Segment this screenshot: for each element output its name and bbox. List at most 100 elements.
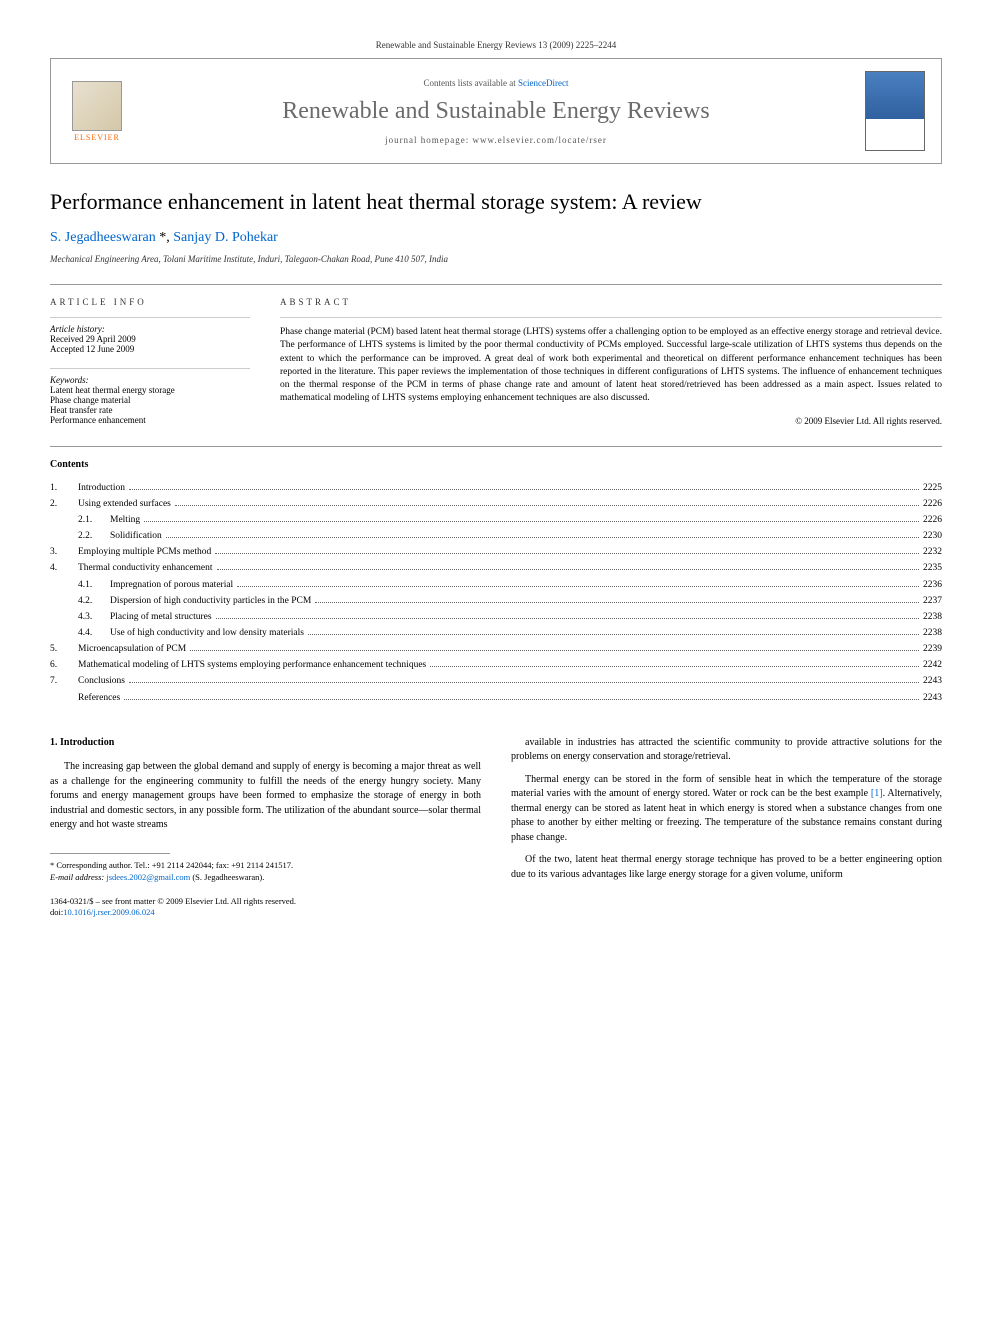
header-center: Contents lists available at ScienceDirec…	[143, 78, 849, 145]
toc-label: Mathematical modeling of LHTS systems em…	[78, 657, 426, 673]
received-date: Received 29 April 2009	[50, 334, 136, 344]
keywords-block: Keywords: Latent heat thermal energy sto…	[50, 368, 250, 425]
doi-prefix: doi:	[50, 907, 63, 917]
toc-dots	[308, 634, 919, 635]
page-container: Renewable and Sustainable Energy Reviews…	[0, 0, 992, 959]
corresponding-text: * Corresponding author. Tel.: +91 2114 2…	[50, 860, 293, 870]
toc-num: 2.	[50, 496, 78, 512]
toc-num: 6.	[50, 657, 78, 673]
toc-row: 4.2.Dispersion of high conductivity part…	[50, 593, 942, 609]
table-of-contents: 1.Introduction22252.Using extended surfa…	[50, 480, 942, 706]
toc-label: Introduction	[78, 480, 125, 496]
contents-available-line: Contents lists available at ScienceDirec…	[143, 78, 849, 88]
reference-link-1[interactable]: [1]	[871, 788, 883, 799]
toc-subnum: 4.2.	[78, 593, 110, 609]
toc-row: 4.Thermal conductivity enhancement2235	[50, 560, 942, 576]
issn-line: 1364-0321/$ – see front matter © 2009 El…	[50, 896, 296, 906]
toc-num: 3.	[50, 544, 78, 560]
journal-cover-thumbnail	[865, 71, 925, 151]
toc-page: 2242	[923, 657, 942, 673]
toc-page: 2238	[923, 609, 942, 625]
corresponding-marker: *	[156, 230, 167, 245]
email-link[interactable]: jsdees.2002@gmail.com	[106, 872, 190, 882]
elsevier-logo: ELSEVIER	[67, 76, 127, 146]
toc-page: 2237	[923, 593, 942, 609]
doi-link[interactable]: 10.1016/j.rser.2009.06.024	[63, 907, 154, 917]
toc-page: 2243	[923, 673, 942, 689]
homepage-prefix: journal homepage:	[385, 135, 472, 145]
author-1[interactable]: S. Jegadheeswaran	[50, 230, 156, 245]
elsevier-tree-icon	[72, 81, 122, 131]
contents-prefix: Contents lists available at	[424, 78, 518, 88]
article-title: Performance enhancement in latent heat t…	[50, 189, 942, 215]
left-column: 1. Introduction The increasing gap betwe…	[50, 736, 481, 920]
footer-block: 1364-0321/$ – see front matter © 2009 El…	[50, 896, 481, 920]
toc-page: 2226	[923, 512, 942, 528]
col2-paragraph-2: Thermal energy can be stored in the form…	[511, 773, 942, 846]
toc-dots	[175, 505, 919, 506]
toc-subnum: 2.2.	[78, 528, 110, 544]
toc-row: 6.Mathematical modeling of LHTS systems …	[50, 657, 942, 673]
toc-label: Melting	[110, 512, 140, 528]
toc-label: Impregnation of porous material	[110, 577, 233, 593]
toc-num: 7.	[50, 673, 78, 689]
toc-page: 2243	[923, 690, 942, 706]
abstract-text: Phase change material (PCM) based latent…	[280, 317, 942, 406]
toc-page: 2236	[923, 577, 942, 593]
toc-dots	[129, 682, 919, 683]
keyword-2: Phase change material	[50, 395, 130, 405]
article-info-column: ARTICLE INFO Article history: Received 2…	[50, 297, 250, 426]
article-info-heading: ARTICLE INFO	[50, 297, 250, 307]
journal-header-box: ELSEVIER Contents lists available at Sci…	[50, 58, 942, 164]
toc-row: References 2243	[50, 690, 942, 706]
author-2[interactable]: Sanjay D. Pohekar	[173, 230, 278, 245]
toc-dots	[144, 521, 919, 522]
journal-homepage: journal homepage: www.elsevier.com/locat…	[143, 135, 849, 145]
toc-page: 2239	[923, 641, 942, 657]
toc-row: 3.Employing multiple PCMs method 2232	[50, 544, 942, 560]
accepted-date: Accepted 12 June 2009	[50, 344, 134, 354]
sciencedirect-link[interactable]: ScienceDirect	[518, 78, 568, 88]
toc-subnum: 4.1.	[78, 577, 110, 593]
col2-paragraph-3: Of the two, latent heat thermal energy s…	[511, 853, 942, 882]
citation-header: Renewable and Sustainable Energy Reviews…	[50, 40, 942, 50]
affiliation: Mechanical Engineering Area, Tolani Mari…	[50, 254, 942, 264]
email-label: E-mail address:	[50, 872, 104, 882]
toc-label: Conclusions	[78, 673, 125, 689]
toc-page: 2238	[923, 625, 942, 641]
toc-dots	[124, 699, 919, 700]
toc-label: Thermal conductivity enhancement	[78, 560, 213, 576]
toc-dots	[237, 586, 919, 587]
email-author-name: (S. Jegadheeswaran).	[192, 872, 264, 882]
toc-label: Employing multiple PCMs method	[78, 544, 211, 560]
section-1-heading: 1. Introduction	[50, 736, 481, 751]
keyword-3: Heat transfer rate	[50, 405, 112, 415]
keyword-1: Latent heat thermal energy storage	[50, 385, 175, 395]
elsevier-text: ELSEVIER	[74, 133, 120, 142]
toc-page: 2230	[923, 528, 942, 544]
abstract-copyright: © 2009 Elsevier Ltd. All rights reserved…	[280, 416, 942, 426]
toc-label: Solidification	[110, 528, 162, 544]
toc-row: 4.4.Use of high conductivity and low den…	[50, 625, 942, 641]
toc-dots	[216, 618, 919, 619]
toc-label: Microencapsulation of PCM	[78, 641, 186, 657]
toc-row: 2.2.Solidification 2230	[50, 528, 942, 544]
toc-row: 2.Using extended surfaces2226	[50, 496, 942, 512]
toc-row: 5.Microencapsulation of PCM2239	[50, 641, 942, 657]
toc-label: References	[78, 690, 120, 706]
keyword-4: Performance enhancement	[50, 415, 146, 425]
toc-row: 1.Introduction2225	[50, 480, 942, 496]
intro-paragraph-1: The increasing gap between the global de…	[50, 760, 481, 833]
toc-page: 2226	[923, 496, 942, 512]
authors-line: S. Jegadheeswaran *, Sanjay D. Pohekar	[50, 230, 942, 246]
abstract-column: ABSTRACT Phase change material (PCM) bas…	[280, 297, 942, 426]
toc-subnum: 4.3.	[78, 609, 110, 625]
toc-dots	[215, 553, 919, 554]
homepage-url[interactable]: www.elsevier.com/locate/rser	[473, 135, 607, 145]
keywords-label: Keywords:	[50, 375, 89, 385]
history-label: Article history:	[50, 324, 105, 334]
toc-label: Placing of metal structures	[110, 609, 212, 625]
toc-page: 2225	[923, 480, 942, 496]
toc-page: 2232	[923, 544, 942, 560]
toc-subnum: 2.1.	[78, 512, 110, 528]
